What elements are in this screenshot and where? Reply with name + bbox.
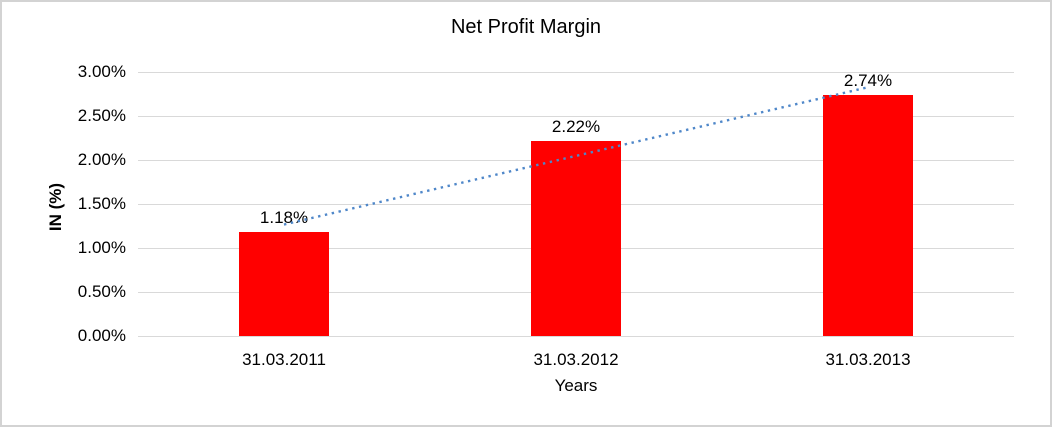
plot-area: 1.18% 2.22% 2.74% (138, 70, 1014, 337)
y-tick-label: 1.00% (77, 238, 126, 257)
trendline (283, 86, 869, 226)
gridline (138, 335, 1014, 337)
y-tick-label: 1.50% (77, 194, 126, 213)
gridline (138, 71, 1014, 73)
y-tick-label: 0.50% (77, 282, 126, 301)
y-tick-label: 2.50% (77, 106, 126, 125)
y-tick-label: 2.00% (77, 150, 126, 169)
y-tick-label: 0.00% (77, 326, 126, 345)
y-tick-label: 3.00% (77, 62, 126, 81)
data-label: 1.18% (259, 208, 309, 228)
data-label: 2.22% (551, 116, 601, 136)
x-axis-title: Years (554, 376, 598, 395)
chart-title: Net Profit Margin (450, 16, 602, 38)
bar-31.03.2013 (823, 94, 913, 336)
data-label: 2.74% (843, 70, 893, 90)
x-tick-label: 31.03.2011 (242, 350, 326, 369)
gridline (138, 115, 1014, 117)
bar-31.03.2012 (531, 140, 621, 336)
x-tick-label: 31.03.2012 (533, 350, 619, 369)
x-tick-label: 31.03.2013 (825, 350, 911, 369)
bar-31.03.2011 (239, 232, 329, 336)
